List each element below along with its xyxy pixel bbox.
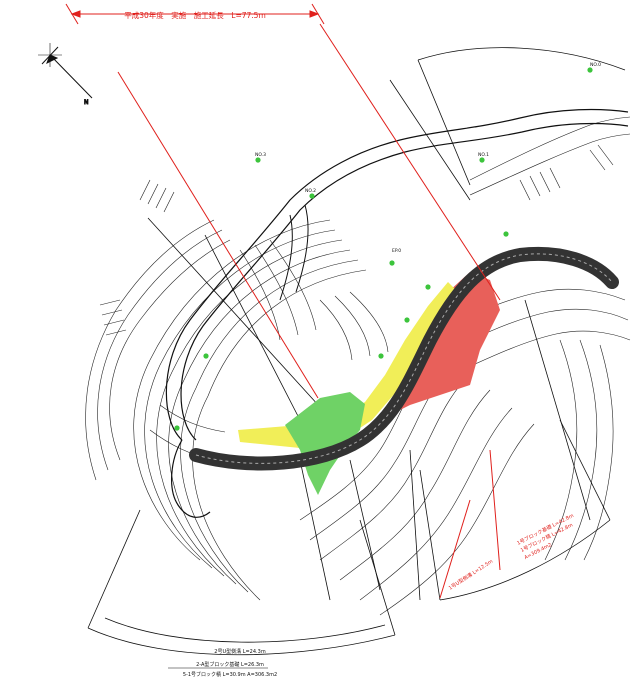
survey-marker [425, 284, 431, 290]
header-label: 平成30年度 実施 施工延長 L=77.5m [124, 10, 266, 20]
survey-markers [174, 67, 593, 431]
survey-marker [174, 425, 180, 431]
survey-marker [587, 67, 593, 73]
survey-marker [479, 157, 485, 163]
survey-marker [378, 353, 384, 359]
section-lines [147, 79, 591, 601]
survey-marker [404, 317, 410, 323]
survey-marker [203, 353, 209, 359]
zone-green [285, 392, 365, 495]
red-notes: 1号U型側溝 L=12.5m [447, 558, 494, 592]
red-notes-block: 1号ブロック基礎 L=42.8m 1号ブロック積 L=42.8m A=309.4… [516, 512, 575, 561]
bottom-label-3: 5-1号ブロック積 L=30.9m A=306.3m2 [183, 671, 277, 678]
north-arrow: N [38, 43, 93, 107]
survey-marker [255, 157, 261, 163]
survey-marker [503, 231, 509, 237]
red-note-1: 1号U型側溝 L=12.5m [447, 558, 494, 592]
bottom-label-2: 2-A型ブロック基礎 L=26.3m [196, 661, 264, 668]
bottom-labels: 2号U型側溝 L=24.3m 2-A型ブロック基礎 L=26.3m 5-1号ブロ… [168, 648, 277, 678]
station-label: NO.0 [590, 62, 601, 68]
bottom-label-1: 2号U型側溝 L=24.3m [214, 648, 266, 655]
survey-marker [309, 193, 315, 199]
station-label: EP.0 [392, 248, 401, 254]
slope-hatching [99, 144, 614, 336]
red-annotation-lines [65, 3, 501, 599]
station-label: NO.1 [478, 152, 489, 158]
contour-lines [85, 116, 631, 616]
road-alignment [165, 108, 629, 518]
station-label: NO.2 [305, 188, 316, 194]
station-label: NO.3 [255, 152, 266, 158]
north-label: N [84, 99, 89, 106]
survey-marker [389, 260, 395, 266]
road-band [189, 246, 619, 471]
station-labels: NO.3 NO.2 NO.1 NO.0 EP.0 [255, 62, 601, 254]
sector-arcs [87, 47, 626, 656]
